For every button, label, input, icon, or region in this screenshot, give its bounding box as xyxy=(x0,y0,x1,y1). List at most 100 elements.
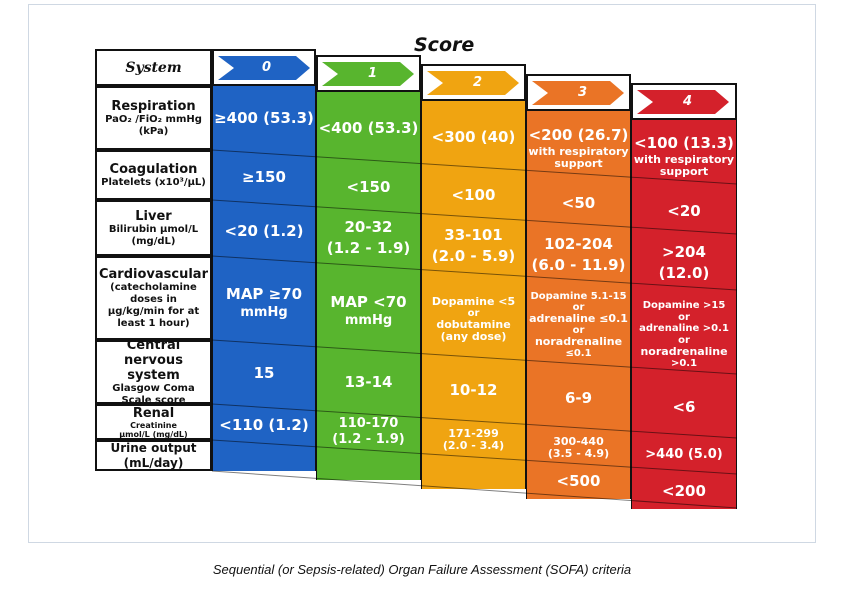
score-label-1: 1 xyxy=(368,66,378,81)
cardio-s2d: (any dose) xyxy=(440,329,507,343)
row-label-liver: Liver Bilirubin μmol/L (mg/dL) xyxy=(95,200,212,256)
liver-s3b: (6.0 - 11.9) xyxy=(531,256,626,274)
cardio-s4e: noradrenaline xyxy=(640,344,728,358)
score-header-1: 1 xyxy=(316,55,421,92)
cns-sub1: Glasgow Coma xyxy=(112,382,195,394)
renal-s1a: 110-170 xyxy=(338,416,399,431)
coagulation-score-3: <50 xyxy=(526,188,631,218)
respiration-s3-note2: support xyxy=(554,156,603,170)
row-label-coagulation: Coagulation Platelets (x10³/μL) xyxy=(95,150,212,200)
renal-title: Renal xyxy=(132,405,175,421)
cns-s2: 10-12 xyxy=(449,380,498,399)
liver-sub1: Bilirubin μmol/L xyxy=(108,223,199,235)
cardio-s2b: or xyxy=(467,307,480,319)
cardio-s0b: mmHg xyxy=(240,304,288,320)
renal-s2b: (2.0 - 3.4) xyxy=(442,439,505,452)
liver-score-3: 102-204 (6.0 - 11.9) xyxy=(526,232,631,278)
cns-score-4: <6 xyxy=(631,392,737,422)
liver-s0: <20 (1.2) xyxy=(224,221,304,240)
coagulation-s0: ≥150 xyxy=(242,167,286,186)
score-label-3: 3 xyxy=(578,85,588,100)
liver-s4b: (12.0) xyxy=(658,264,710,282)
chevron-2-icon xyxy=(427,71,519,95)
cns-sub2: Scale score xyxy=(121,394,186,406)
liver-s1a: 20-32 xyxy=(344,218,393,236)
respiration-sub1: PaO₂ /FiO₂ mmHg xyxy=(105,113,202,125)
coagulation-score-4: <20 xyxy=(631,196,737,226)
cardio-s3a: Dopamine 5.1-15 xyxy=(530,291,627,302)
score-label-0: 0 xyxy=(262,60,272,75)
figure-caption: Sequential (or Sepsis-related) Organ Fai… xyxy=(212,562,632,577)
renal-sub1: Creatinine xyxy=(130,420,177,430)
cns-s1: 13-14 xyxy=(344,372,393,391)
renal-s4: >440 (5.0) xyxy=(645,447,723,462)
respiration-score-2: <300 (40) xyxy=(421,122,526,152)
liver-score-0: <20 (1.2) xyxy=(212,216,316,246)
coagulation-score-2: <100 xyxy=(421,180,526,210)
cardio-s3e: noradrenaline xyxy=(534,335,623,348)
respiration-sub2: (kPa) xyxy=(138,125,169,137)
system-header-label: System xyxy=(125,59,182,76)
cardio-s3f: ≤0.1 xyxy=(565,348,592,359)
score-label-2: 2 xyxy=(473,75,483,90)
row-label-renal: Renal Creatinine μmol/L (mg/dL) xyxy=(95,404,212,440)
cns-s3: 6-9 xyxy=(564,388,593,407)
cns-s0: 15 xyxy=(253,363,275,382)
score-header-3: 3 xyxy=(526,74,631,111)
renal-s0: <110 (1.2) xyxy=(219,415,309,434)
renal-s1b: (1.2 - 1.9) xyxy=(332,432,405,447)
urine-score-3: <500 xyxy=(526,468,631,494)
cardio-s0a: MAP ≥70 xyxy=(225,284,303,303)
respiration-title: Respiration xyxy=(111,98,196,114)
cardio-s2a: Dopamine <5 xyxy=(431,294,516,308)
system-header: System xyxy=(95,49,212,86)
respiration-s4-note1: with respiratory xyxy=(633,152,735,166)
cardio-sub1: (catecholamine xyxy=(110,281,197,293)
cardio-s1b: mmHg xyxy=(344,312,393,328)
respiration-s0: ≥400 (53.3) xyxy=(214,108,314,127)
cardio-s4f: >0.1 xyxy=(670,357,698,369)
renal-score-3: 300-440 (3.5 - 4.9) xyxy=(526,433,631,463)
cns-score-2: 10-12 xyxy=(421,375,526,405)
renal-sub2: μmol/L (mg/dL) xyxy=(119,429,188,439)
urine-s3: <500 xyxy=(556,471,601,490)
row-label-respiration: Respiration PaO₂ /FiO₂ mmHg (kPa) xyxy=(95,86,212,150)
renal-s3b: (3.5 - 4.9) xyxy=(547,447,610,460)
coagulation-title: Coagulation xyxy=(109,161,198,177)
cardio-score-1: MAP <70 mmHg xyxy=(316,288,421,332)
respiration-score-4: <100 (13.3) with respiratory support xyxy=(631,128,737,182)
cns-title2: nervous system xyxy=(124,352,183,383)
respiration-score-1: <400 (53.3) xyxy=(316,113,421,143)
cardio-title: Cardiovascular xyxy=(98,266,208,282)
row-label-cardiovascular: Cardiovascular (catecholamine doses in μ… xyxy=(95,256,212,340)
cardio-score-2: Dopamine <5 or dobutamine (any dose) xyxy=(421,286,526,352)
urine-score-4: <200 xyxy=(631,478,737,504)
coagulation-score-0: ≥150 xyxy=(212,162,316,192)
coagulation-score-1: <150 xyxy=(316,172,421,202)
renal-score-1: 110-170 (1.2 - 1.9) xyxy=(316,416,421,448)
coagulation-s1: <150 xyxy=(346,177,391,196)
liver-score-2: 33-101 (2.0 - 5.9) xyxy=(421,223,526,269)
respiration-s2: <300 (40) xyxy=(431,127,516,146)
cardio-score-0: MAP ≥70 mmHg xyxy=(212,280,316,324)
cardio-score-4: Dopamine >15 or adrenaline >0.1 or norad… xyxy=(631,295,737,373)
cardio-score-3: Dopamine 5.1-15 or adrenaline ≤0.1 or no… xyxy=(526,286,631,364)
cardio-sub4: least 1 hour) xyxy=(117,317,190,329)
cns-s4: <6 xyxy=(672,397,696,416)
chevron-4-icon xyxy=(637,90,729,114)
score-header-2: 2 xyxy=(421,64,526,101)
respiration-score-0: ≥400 (53.3) xyxy=(212,103,316,133)
row-label-urine: Urine output (mL/day) xyxy=(95,440,212,471)
liver-sub2: (mg/dL) xyxy=(131,235,176,247)
cns-score-0: 15 xyxy=(212,358,316,388)
renal-s3a: 300-440 xyxy=(553,435,604,448)
liver-s2b: (2.0 - 5.9) xyxy=(431,247,516,265)
coagulation-s3: <50 xyxy=(561,193,596,212)
score-label-4: 4 xyxy=(683,94,693,109)
cardio-s4d: or xyxy=(678,334,690,346)
score-header-0: 0 xyxy=(212,49,316,86)
coagulation-s4: <20 xyxy=(667,201,701,220)
cardio-sub3: μg/kg/min for at xyxy=(107,305,200,317)
cardio-s3b: or xyxy=(572,302,585,313)
cns-title1: Central xyxy=(126,337,181,353)
